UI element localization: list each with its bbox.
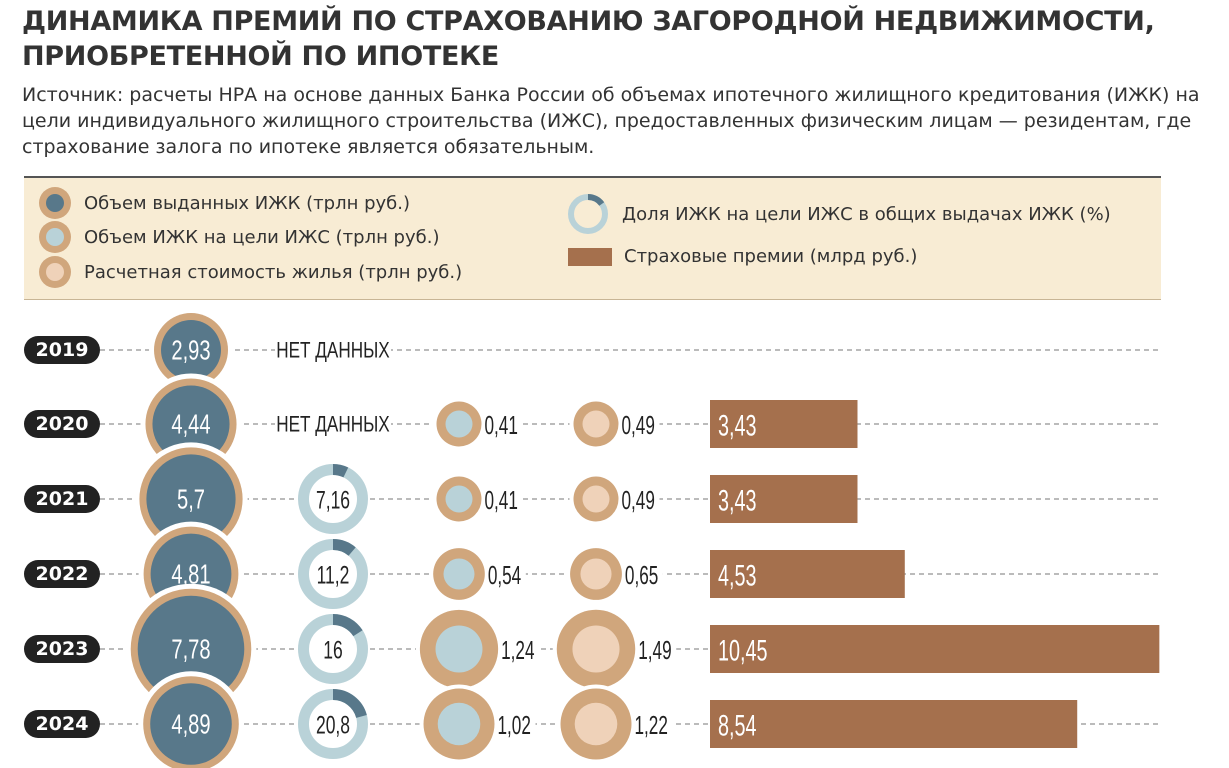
izhk-circle [152, 385, 230, 463]
share-value-label: 7,16 [316, 486, 350, 515]
izhs-value-label: 1,24 [501, 635, 534, 665]
year-label: 2024 [24, 710, 100, 738]
cost-value-label: 1,22 [635, 710, 668, 740]
izhk-value-label: 5,7 [177, 485, 205, 516]
izhs-label-knockout [482, 485, 523, 513]
no-data-knockout [275, 410, 391, 438]
izhs-circle [443, 558, 475, 590]
izhs-circle [445, 485, 473, 513]
legend-item-izhs-share: Доля ИЖК на цели ИЖС в общих выдачах ИЖК… [566, 192, 1111, 236]
izhs-circle [437, 702, 481, 746]
share-value-label: 11,2 [317, 561, 350, 590]
premium-bar [710, 550, 905, 598]
chart-title: ДИНАМИКА ПРЕМИЙ ПО СТРАХОВАНИЮ ЗАГОРОДНО… [22, 6, 1155, 72]
light-blue-circle-icon [39, 221, 71, 253]
legend-label-izhs-share: Доля ИЖК на цели ИЖС в общих выдачах ИЖК… [622, 203, 1111, 225]
year-label: 2021 [24, 485, 100, 513]
izhk-circle [161, 320, 221, 380]
cost-label-knockout [632, 710, 673, 738]
premium-bar [710, 475, 858, 523]
cost-value-label: 0,49 [622, 410, 655, 440]
premium-value-label: 3,43 [718, 409, 757, 442]
izhs-label-knockout [499, 635, 540, 663]
izhs-value-label: 0,54 [488, 560, 521, 590]
izhk-circle [146, 454, 236, 544]
share-value-label: 20,8 [316, 711, 350, 740]
premium-bar [710, 400, 858, 448]
izhk-circle [150, 683, 232, 765]
share-donut-segment [298, 689, 368, 759]
izhk-value-label: 4,89 [171, 710, 210, 741]
share-donut-segment [298, 539, 368, 609]
izhk-value-label: 2,93 [171, 336, 210, 367]
premium-bar [710, 700, 1078, 748]
izhk-value-label: 7,78 [171, 635, 210, 666]
premium-value-label: 10,45 [718, 634, 768, 667]
share-donut-segment [298, 464, 368, 534]
legend-label-housing-cost: Расчетная стоимость жилья (трлн руб.) [84, 261, 463, 283]
dark-circle-icon [39, 187, 71, 219]
izhs-label-knockout [495, 710, 536, 738]
share-value-label: 16 [323, 636, 342, 665]
year-label: 2019 [24, 336, 100, 364]
no-data-label: НЕТ ДАННЫХ [276, 413, 390, 438]
legend-item-housing-cost: Расчетная стоимость жилья (трлн руб.) [38, 255, 462, 289]
share-donut-segment [298, 614, 368, 684]
cost-value-label: 1,49 [638, 635, 671, 665]
cost-label-knockout [619, 485, 660, 513]
cost-circle [574, 702, 618, 746]
izhk-value-label: 4,44 [171, 410, 210, 441]
legend-label-izhk-volume: Объем выданных ИЖК (трлн руб.) [84, 192, 410, 214]
legend-item-izhk-volume: Объем выданных ИЖК (трлн руб.) [38, 186, 410, 220]
cost-value-label: 0,49 [622, 485, 655, 515]
premium-value-label: 8,54 [718, 709, 757, 742]
year-label: 2020 [24, 410, 100, 438]
izhs-value-label: 0,41 [485, 410, 518, 440]
izhs-label-knockout [482, 410, 523, 438]
legend-label-izhs-volume: Объем ИЖК на цели ИЖС (трлн руб.) [84, 226, 440, 248]
chart-subtitle: Источник: расчеты НРА на основе данных Б… [22, 84, 1200, 158]
cost-circle [580, 558, 612, 590]
premium-value-label: 3,43 [718, 484, 757, 517]
year-label: 2023 [24, 635, 100, 663]
no-data-knockout [275, 336, 391, 364]
izhs-label-knockout [485, 560, 526, 588]
cost-circle [572, 625, 620, 673]
no-data-label: НЕТ ДАННЫХ [276, 339, 390, 364]
cost-label-knockout [619, 410, 660, 438]
cost-value-label: 0,65 [625, 560, 658, 590]
izhs-value-label: 0,41 [485, 485, 518, 515]
legend-item-izhs-volume: Объем ИЖК на цели ИЖС (трлн руб.) [38, 220, 439, 254]
legend-item-premiums: Страховые премии (млрд руб.) [568, 246, 917, 267]
donut-icon [568, 194, 608, 234]
cost-circle [582, 410, 610, 438]
cost-label-knockout [622, 560, 663, 588]
year-label: 2022 [24, 560, 100, 588]
premium-value-label: 4,53 [718, 559, 757, 592]
cost-circle [582, 485, 610, 513]
izhs-value-label: 1,02 [497, 710, 530, 740]
bar-swatch-icon [568, 247, 612, 266]
premium-bar [710, 625, 1160, 673]
peach-circle-icon [39, 256, 71, 288]
izhk-circle [137, 595, 245, 703]
cost-label-knockout [636, 635, 677, 663]
izhs-circle [445, 410, 473, 438]
legend: Объем выданных ИЖК (трлн руб.) Объем ИЖК… [24, 176, 1161, 300]
izhs-circle [435, 625, 483, 673]
legend-label-premiums: Страховые премии (млрд руб.) [624, 246, 918, 267]
